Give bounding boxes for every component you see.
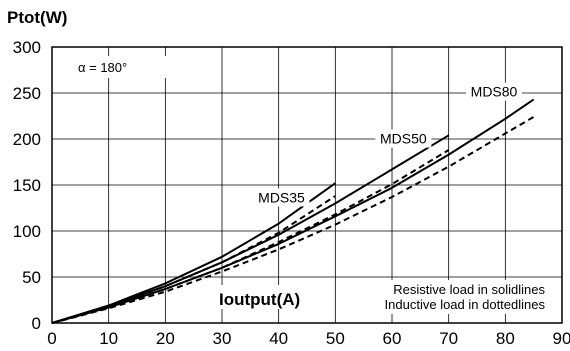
series-label: MDS35 [258,189,305,205]
x-tick-label: 40 [269,329,288,348]
series-lines [51,98,535,324]
series-labels: MDS35 MDS50 MDS80 [253,82,522,207]
legend-box [358,280,548,314]
series-label-bg [253,188,310,207]
y-tick-label: 100 [13,222,41,241]
x-axis-label: Ioutput(A) [219,290,300,309]
y-tick-label: 50 [22,268,41,287]
x-tick-label: 90 [553,329,570,348]
angle-annotation: α = 180° [78,60,127,75]
x-tick-label: 60 [383,329,402,348]
series-label-bg [466,82,522,101]
series-line-mds80-dashed [51,116,535,324]
y-tick-label: 0 [32,314,41,333]
series-label: MDS80 [471,84,518,100]
series-line-mds35-dashed [51,195,336,324]
x-tick-label: 50 [326,329,345,348]
x-tick-label: 30 [213,329,232,348]
x-tick-label: 20 [156,329,175,348]
y-tick-label: 150 [13,176,41,195]
x-tick-labels: 0 10 20 30 40 50 60 70 80 90 [47,329,570,348]
y-axis-label: Ptot(W) [7,8,67,27]
x-tick-label: 10 [99,329,118,348]
series-line-mds80-solid [51,98,535,324]
y-tick-label: 250 [13,84,41,103]
y-tick-label: 200 [13,130,41,149]
x-tick-label: 0 [47,329,56,348]
x-tick-label: 80 [496,329,515,348]
legend-line-1: Resistive load in solidlines [393,282,545,297]
series-label: MDS50 [380,131,427,147]
x-axis-label-box [207,285,327,309]
series-line-mds50-solid [51,134,450,324]
x-tick-label: 70 [439,329,458,348]
series-label-bg [375,129,432,148]
y-tick-label: 300 [13,38,41,57]
annotation-box [72,56,172,78]
legend-line-2: Inductive load in dottedlines [385,297,546,312]
y-tick-labels: 0 50 100 150 200 250 300 [13,38,41,333]
plot-frame [51,46,563,324]
